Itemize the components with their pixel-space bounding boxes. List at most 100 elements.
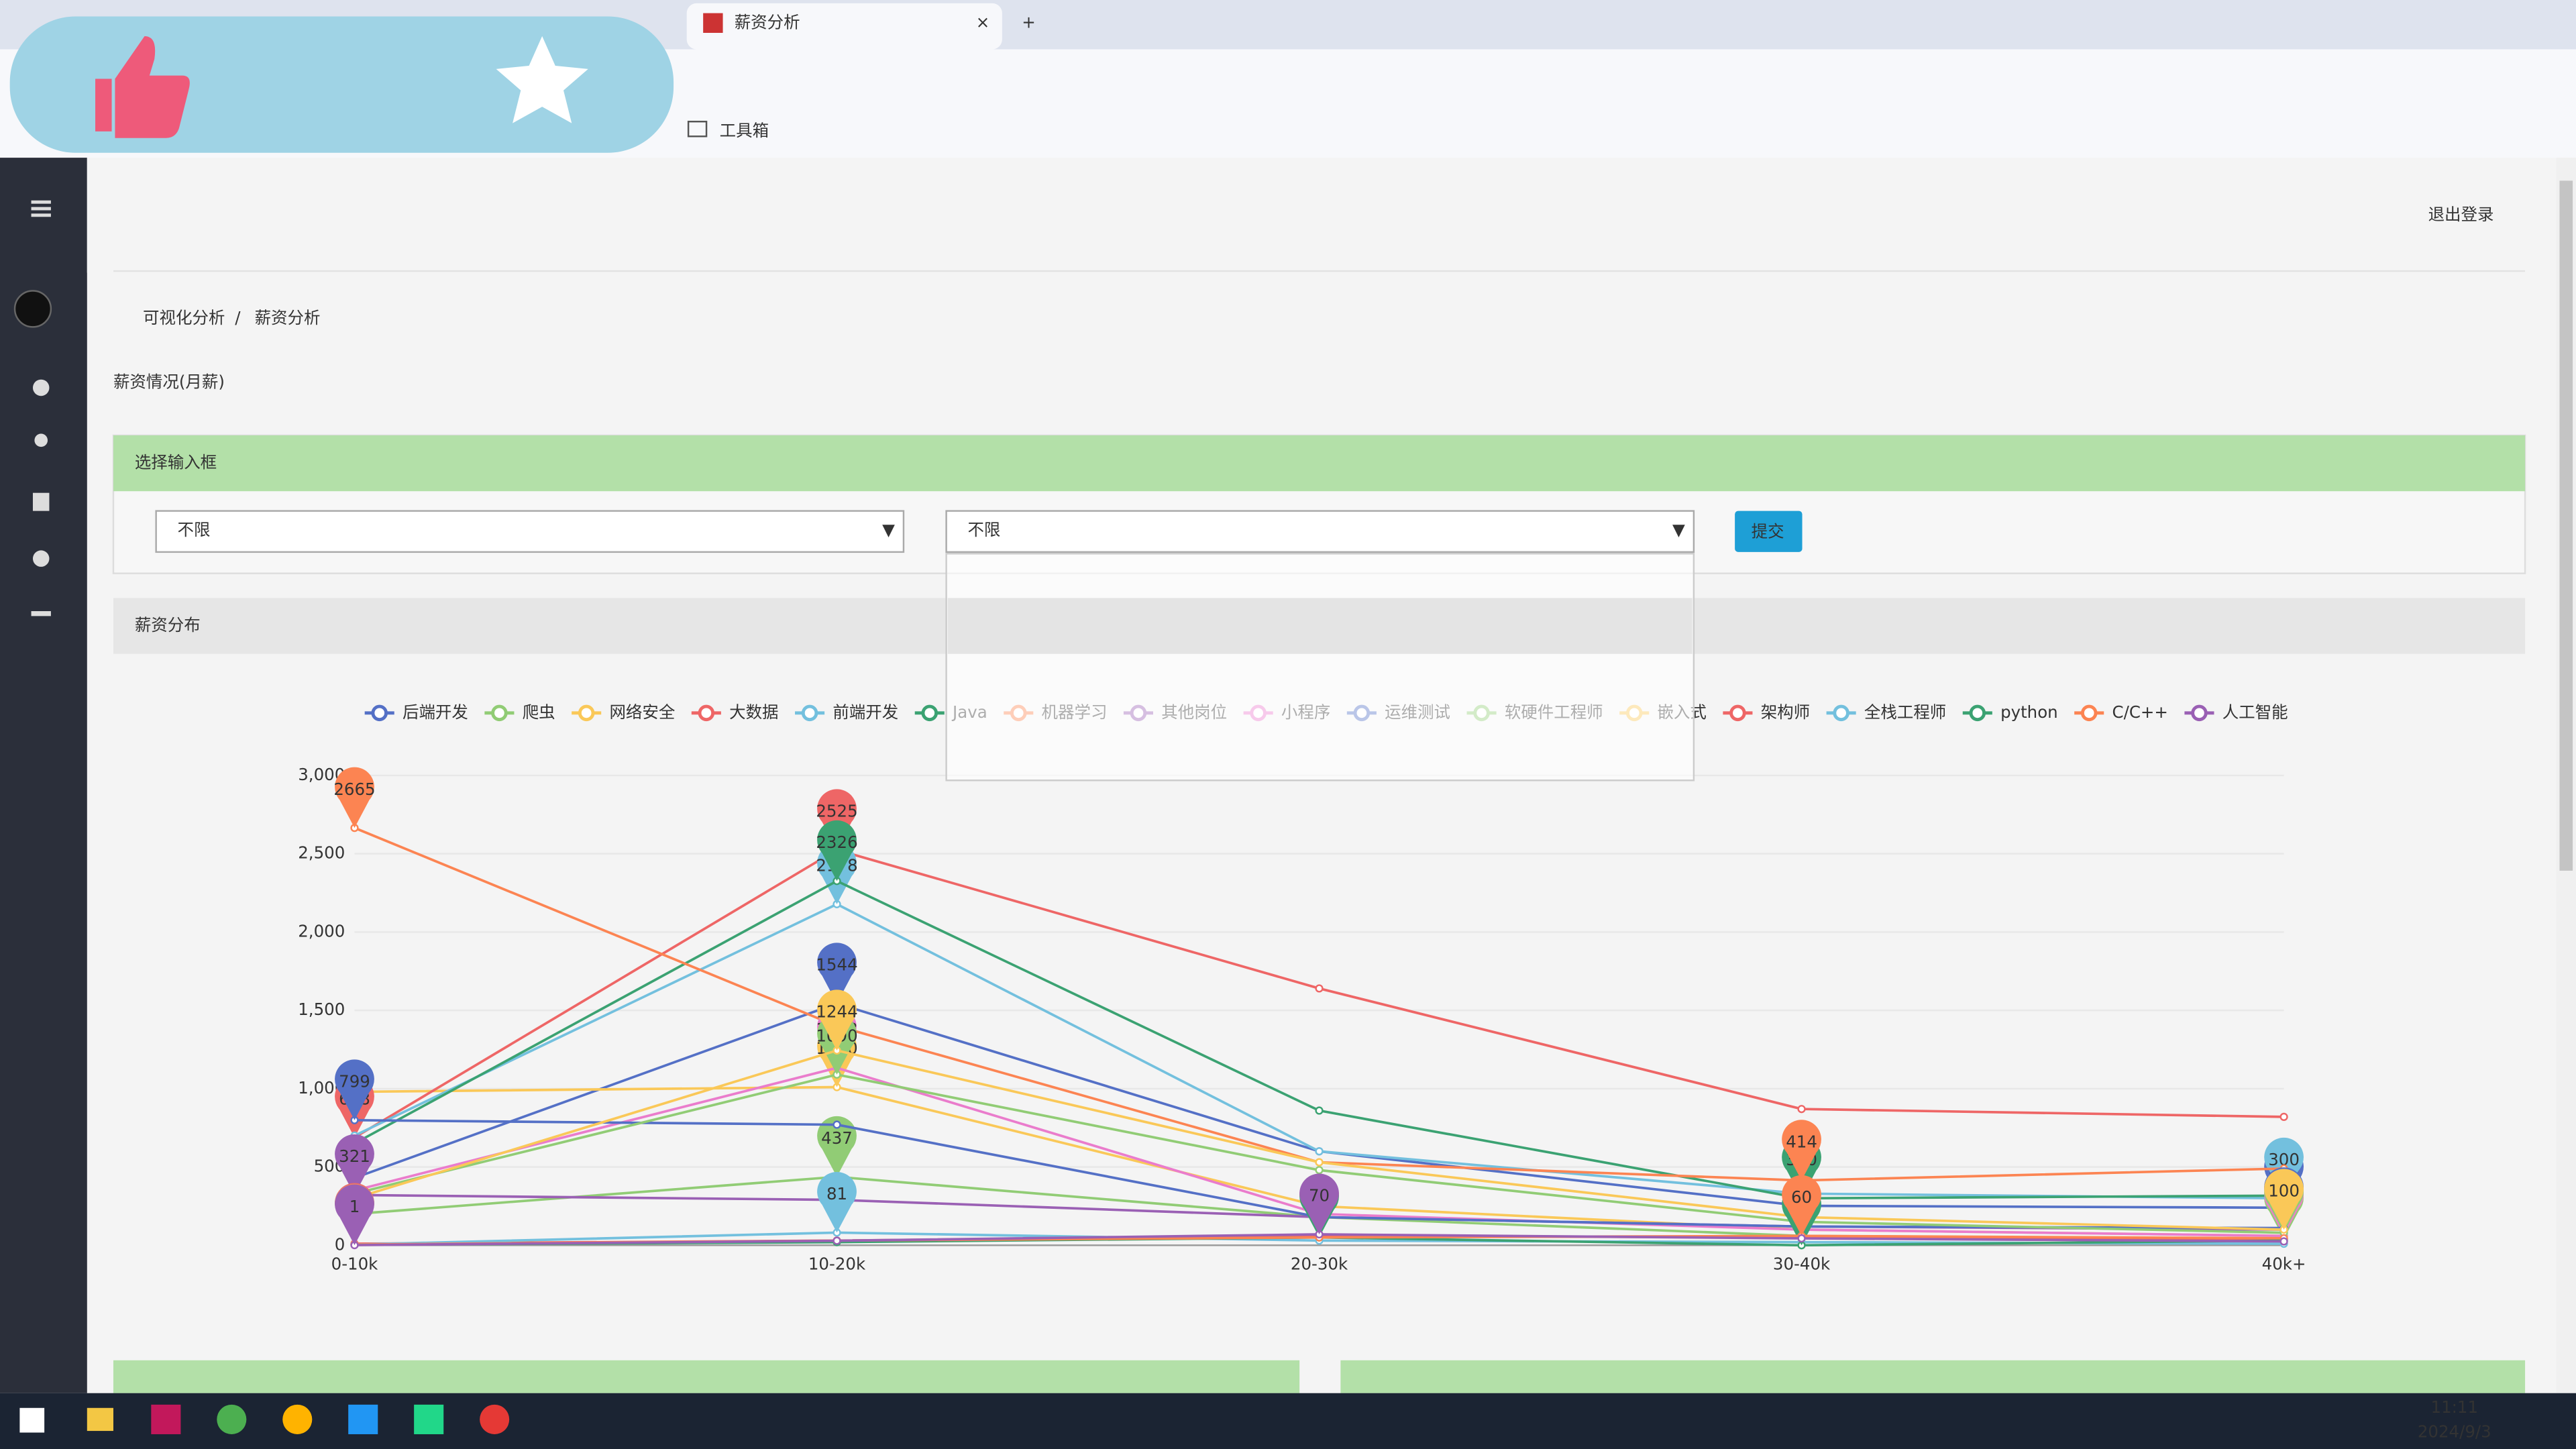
folder-icon bbox=[687, 121, 708, 138]
submit-button[interactable] bbox=[1735, 511, 1803, 552]
breadcrumb-item: 薪资分析 bbox=[255, 308, 321, 327]
breadcrumb-item[interactable]: 可视化分析 bbox=[143, 308, 225, 327]
legend-symbol bbox=[578, 704, 595, 722]
mark-pin-label: 437 bbox=[821, 1128, 853, 1148]
legend-symbol bbox=[2080, 704, 2098, 722]
legend-label: 前端开发 bbox=[833, 702, 898, 722]
mark-pin bbox=[335, 1134, 374, 1195]
panel-header bbox=[1340, 1360, 2526, 1393]
data-point bbox=[1797, 1105, 1806, 1114]
x-tick-label: 30-40k bbox=[1773, 1254, 1831, 1274]
mark-pin-label: 2326 bbox=[816, 833, 857, 852]
x-tick-label: 10-20k bbox=[808, 1254, 866, 1274]
legend-symbol bbox=[2191, 704, 2208, 722]
legend-symbol bbox=[801, 704, 818, 722]
select[interactable] bbox=[945, 510, 1695, 553]
legend-symbol bbox=[921, 704, 938, 722]
dropdown-option[interactable] bbox=[948, 598, 1693, 654]
y-tick-label: 2,500 bbox=[298, 843, 345, 863]
mark-pin-label: 81 bbox=[826, 1184, 847, 1203]
mark-pin-label: 2525 bbox=[816, 801, 857, 820]
taskbar-icons bbox=[19, 1404, 510, 1434]
data-point bbox=[1315, 984, 1324, 993]
data-point bbox=[1315, 1158, 1324, 1167]
legend-symbol bbox=[1833, 704, 1849, 722]
legend-label: 大数据 bbox=[729, 702, 778, 722]
tab-close[interactable]: × bbox=[976, 12, 990, 32]
new-tab[interactable]: + bbox=[1022, 12, 1036, 32]
legend-symbol bbox=[371, 704, 388, 722]
mark-pin bbox=[817, 943, 857, 1004]
legend-symbol bbox=[1729, 704, 1746, 722]
legend-label: 人工智能 bbox=[2222, 702, 2288, 722]
mark-pin-label: 321 bbox=[339, 1146, 370, 1166]
select-value: 不限 bbox=[967, 520, 1000, 539]
legend-label: 全栈工程师 bbox=[1864, 702, 1946, 722]
scroll-thumb[interactable] bbox=[2559, 180, 2573, 871]
page-title: 薪资情况(月薪) bbox=[113, 372, 225, 392]
select[interactable] bbox=[155, 510, 905, 553]
filter-title: 选择输入框 bbox=[135, 453, 217, 472]
select-value: 不限 bbox=[177, 520, 210, 539]
y-tick-label: 0 bbox=[335, 1234, 345, 1254]
x-tick-label: 40k+ bbox=[2262, 1254, 2306, 1274]
data-point bbox=[833, 1120, 841, 1129]
avatar[interactable] bbox=[13, 290, 52, 328]
legend-label: 架构师 bbox=[1761, 702, 1810, 722]
tab-title: 薪资分析 bbox=[735, 12, 800, 32]
mark-pin bbox=[1782, 1120, 1821, 1181]
dropdown-list[interactable] bbox=[945, 553, 1695, 782]
clock-date: 2024/9/3 bbox=[2418, 1422, 2491, 1442]
submit-label: 提交 bbox=[1752, 521, 1784, 541]
mark-pin bbox=[335, 1184, 374, 1246]
legend-symbol bbox=[1969, 704, 1986, 722]
mark-pin bbox=[817, 1116, 857, 1177]
mark-pin bbox=[817, 820, 857, 881]
logout[interactable]: 退出登录 bbox=[2428, 205, 2494, 224]
bookmark[interactable]: 工具箱 bbox=[720, 121, 769, 140]
filter-header bbox=[113, 435, 2526, 492]
mark-pin bbox=[817, 789, 857, 850]
x-tick-label: 20-30k bbox=[1291, 1254, 1348, 1274]
mark-pin-label: 799 bbox=[339, 1071, 370, 1091]
mark-pin bbox=[335, 1059, 374, 1120]
select-arrow: ▼ bbox=[882, 520, 895, 539]
mark-pin bbox=[817, 989, 857, 1051]
breadcrumb-separator: / bbox=[235, 308, 241, 327]
mark-pin-label: 1 bbox=[350, 1197, 360, 1216]
mark-pin bbox=[335, 767, 374, 828]
data-point bbox=[1315, 1147, 1324, 1156]
chart-panel-title: 薪资分布 bbox=[135, 615, 201, 635]
data-point bbox=[1315, 1166, 1324, 1175]
mark-pin bbox=[1299, 1173, 1339, 1234]
legend-symbol bbox=[491, 704, 508, 722]
mark-pin-label: 1544 bbox=[816, 955, 857, 975]
panel-header bbox=[113, 1360, 1300, 1393]
mark-pin-label: 70 bbox=[1309, 1186, 1330, 1205]
select-arrow: ▼ bbox=[1672, 520, 1685, 539]
y-tick-label: 1,500 bbox=[298, 1000, 345, 1019]
mark-pin-label: 2665 bbox=[333, 780, 375, 799]
tab-icon bbox=[703, 13, 723, 33]
sidebar bbox=[0, 158, 87, 1393]
sidebar-icons bbox=[31, 200, 51, 616]
x-tick-label: 0-10k bbox=[331, 1254, 379, 1274]
clock-time: 11:11 bbox=[2431, 1397, 2479, 1417]
legend-label: python bbox=[2000, 702, 2058, 722]
data-point bbox=[1315, 1106, 1324, 1115]
star-icon bbox=[496, 36, 588, 123]
mark-pin bbox=[2264, 1169, 2304, 1230]
mark-pin-label: 1244 bbox=[816, 1002, 857, 1022]
mark-pin bbox=[817, 1171, 857, 1233]
mark-pin bbox=[1782, 1175, 1821, 1236]
data-point bbox=[2279, 1112, 2288, 1122]
legend-label: 爬虫 bbox=[523, 702, 555, 722]
legend-label: 后端开发 bbox=[402, 702, 468, 722]
thumb-icon bbox=[95, 36, 190, 138]
tab[interactable] bbox=[686, 3, 1002, 50]
taskbar bbox=[0, 1393, 2576, 1449]
legend-label: 网络安全 bbox=[609, 702, 675, 722]
data-point bbox=[833, 1236, 841, 1245]
